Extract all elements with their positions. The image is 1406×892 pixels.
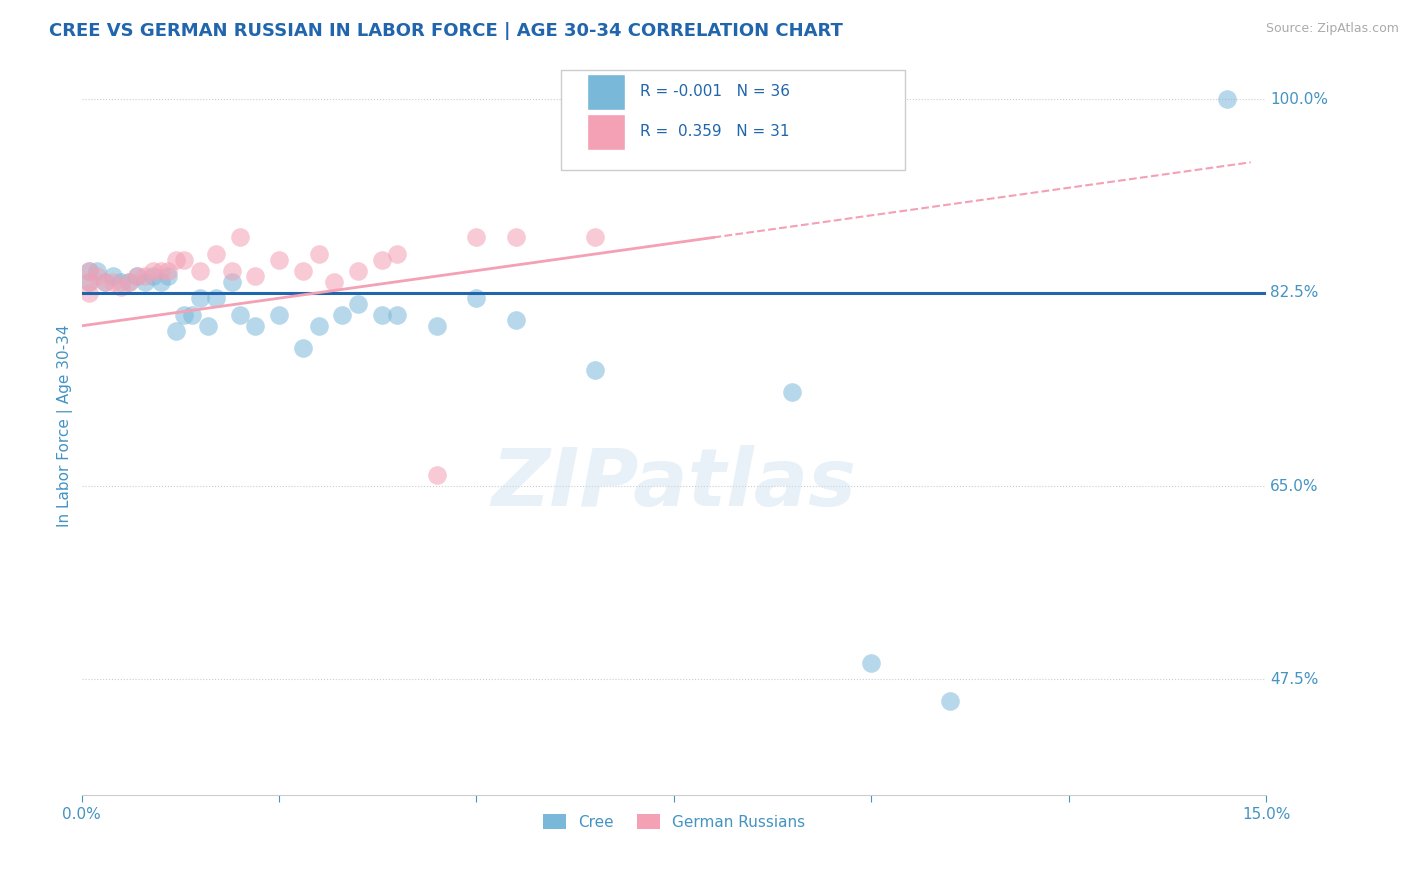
Point xyxy=(308,247,330,261)
Point xyxy=(101,269,124,284)
Point xyxy=(308,318,330,333)
Point xyxy=(347,297,370,311)
Point xyxy=(165,324,187,338)
Point xyxy=(204,291,226,305)
Text: 100.0%: 100.0% xyxy=(1270,92,1329,107)
Point xyxy=(347,263,370,277)
Point xyxy=(291,263,314,277)
Point xyxy=(291,341,314,355)
Text: Source: ZipAtlas.com: Source: ZipAtlas.com xyxy=(1265,22,1399,36)
FancyBboxPatch shape xyxy=(588,74,626,110)
Point xyxy=(173,252,195,267)
Point xyxy=(181,308,204,322)
Point xyxy=(110,275,132,289)
Point xyxy=(110,280,132,294)
FancyBboxPatch shape xyxy=(561,70,905,169)
Point xyxy=(228,308,250,322)
Point xyxy=(101,275,124,289)
Point xyxy=(323,275,346,289)
FancyBboxPatch shape xyxy=(588,114,626,150)
Point xyxy=(188,291,211,305)
Text: 82.5%: 82.5% xyxy=(1270,285,1319,301)
Point xyxy=(149,275,172,289)
Point xyxy=(245,318,267,333)
Point xyxy=(173,308,195,322)
Point xyxy=(267,308,290,322)
Text: R = -0.001   N = 36: R = -0.001 N = 36 xyxy=(640,85,790,99)
Text: R =  0.359   N = 31: R = 0.359 N = 31 xyxy=(640,125,789,139)
Point xyxy=(165,252,187,267)
Point xyxy=(221,263,243,277)
Point xyxy=(221,275,243,289)
Point xyxy=(79,275,101,289)
Point xyxy=(860,656,883,670)
Point xyxy=(387,308,409,322)
Point xyxy=(267,252,290,267)
Point xyxy=(228,230,250,244)
Point xyxy=(86,263,108,277)
Point xyxy=(142,269,165,284)
Point xyxy=(142,263,165,277)
Point xyxy=(188,263,211,277)
Point xyxy=(149,263,172,277)
Y-axis label: In Labor Force | Age 30-34: In Labor Force | Age 30-34 xyxy=(58,324,73,526)
Point xyxy=(157,269,180,284)
Point xyxy=(134,275,156,289)
Point xyxy=(465,291,488,305)
Point xyxy=(197,318,219,333)
Point xyxy=(125,269,148,284)
Point xyxy=(426,318,449,333)
Point xyxy=(118,275,141,289)
Point xyxy=(118,275,141,289)
Point xyxy=(370,252,392,267)
Point xyxy=(79,275,101,289)
Point xyxy=(204,247,226,261)
Point xyxy=(79,285,101,300)
Point xyxy=(330,308,353,322)
Point xyxy=(465,230,488,244)
Point xyxy=(583,230,606,244)
Point xyxy=(125,269,148,284)
Point xyxy=(94,275,117,289)
Text: CREE VS GERMAN RUSSIAN IN LABOR FORCE | AGE 30-34 CORRELATION CHART: CREE VS GERMAN RUSSIAN IN LABOR FORCE | … xyxy=(49,22,844,40)
Point xyxy=(387,247,409,261)
Point xyxy=(505,313,527,327)
Text: ZIPatlas: ZIPatlas xyxy=(492,445,856,524)
Point xyxy=(79,263,101,277)
Point xyxy=(245,269,267,284)
Point xyxy=(583,363,606,377)
Point xyxy=(782,385,804,400)
Point xyxy=(86,269,108,284)
Point xyxy=(94,275,117,289)
Legend: Cree, German Russians: Cree, German Russians xyxy=(537,807,811,836)
Point xyxy=(79,263,101,277)
Point xyxy=(370,308,392,322)
Point xyxy=(505,230,527,244)
Point xyxy=(426,467,449,482)
Point xyxy=(134,269,156,284)
Point xyxy=(157,263,180,277)
Point xyxy=(939,694,962,708)
Text: 65.0%: 65.0% xyxy=(1270,478,1319,493)
Text: 47.5%: 47.5% xyxy=(1270,672,1319,687)
Point xyxy=(1216,92,1239,106)
